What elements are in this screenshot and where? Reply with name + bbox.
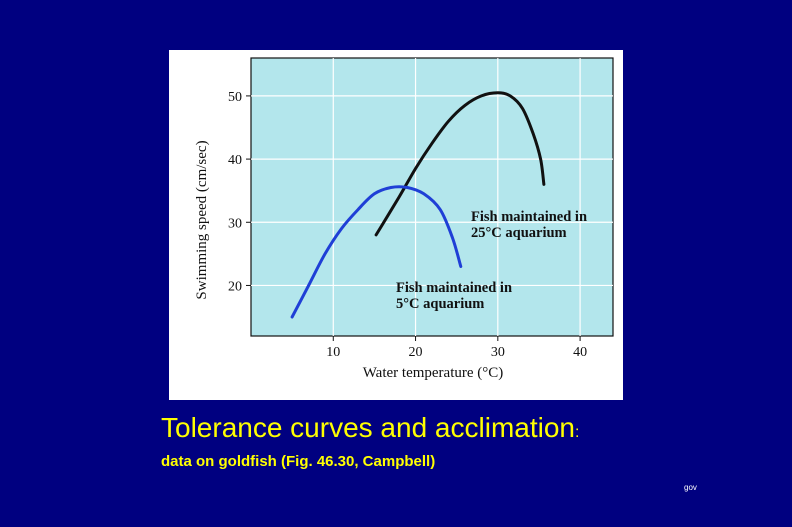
y-tick-label-50: 50 (228, 90, 242, 105)
y-axis-label: Swimming speed (cm/sec) (194, 140, 210, 299)
x-tick-label-10: 10 (326, 345, 340, 360)
series-lines (290, 91, 546, 319)
x-tick-label-40: 40 (573, 345, 587, 360)
series-label-s25-line-1: Fish maintained in (471, 209, 587, 225)
y-tick-label-20: 20 (228, 279, 242, 294)
title-colon: : (574, 424, 580, 441)
axis-ticks: 10 20 30 40 20 30 40 50 (228, 90, 587, 360)
x-tick-label-20: 20 (409, 345, 423, 360)
x-tick-label-30: 30 (491, 345, 505, 360)
title-text: Tolerance curves and acclimation (161, 412, 575, 443)
y-tick-label-40: 40 (228, 153, 242, 168)
x-axis-label: Water temperature (°C) (363, 365, 504, 381)
series-line-s5 (290, 185, 463, 319)
series-label-s25-line-2: 25°C aquarium (471, 225, 567, 241)
slide-footer: gov (684, 483, 697, 492)
slide-title: Tolerance curves and acclimation: (161, 412, 579, 444)
grid-lines (251, 58, 613, 336)
plot-area (250, 57, 614, 337)
y-tick-label-30: 30 (228, 216, 242, 231)
series-line-s25 (374, 91, 546, 237)
figure-panel: 10 20 30 40 20 30 40 50 Fish maintained in 25°C … (169, 50, 623, 400)
series-label-s5-line-2: 5°C aquarium (396, 296, 484, 312)
series-label-s5-line-1: Fish maintained in (396, 280, 512, 296)
slide-subtitle: data on goldfish (Fig. 46.30, Campbell) (161, 453, 436, 470)
